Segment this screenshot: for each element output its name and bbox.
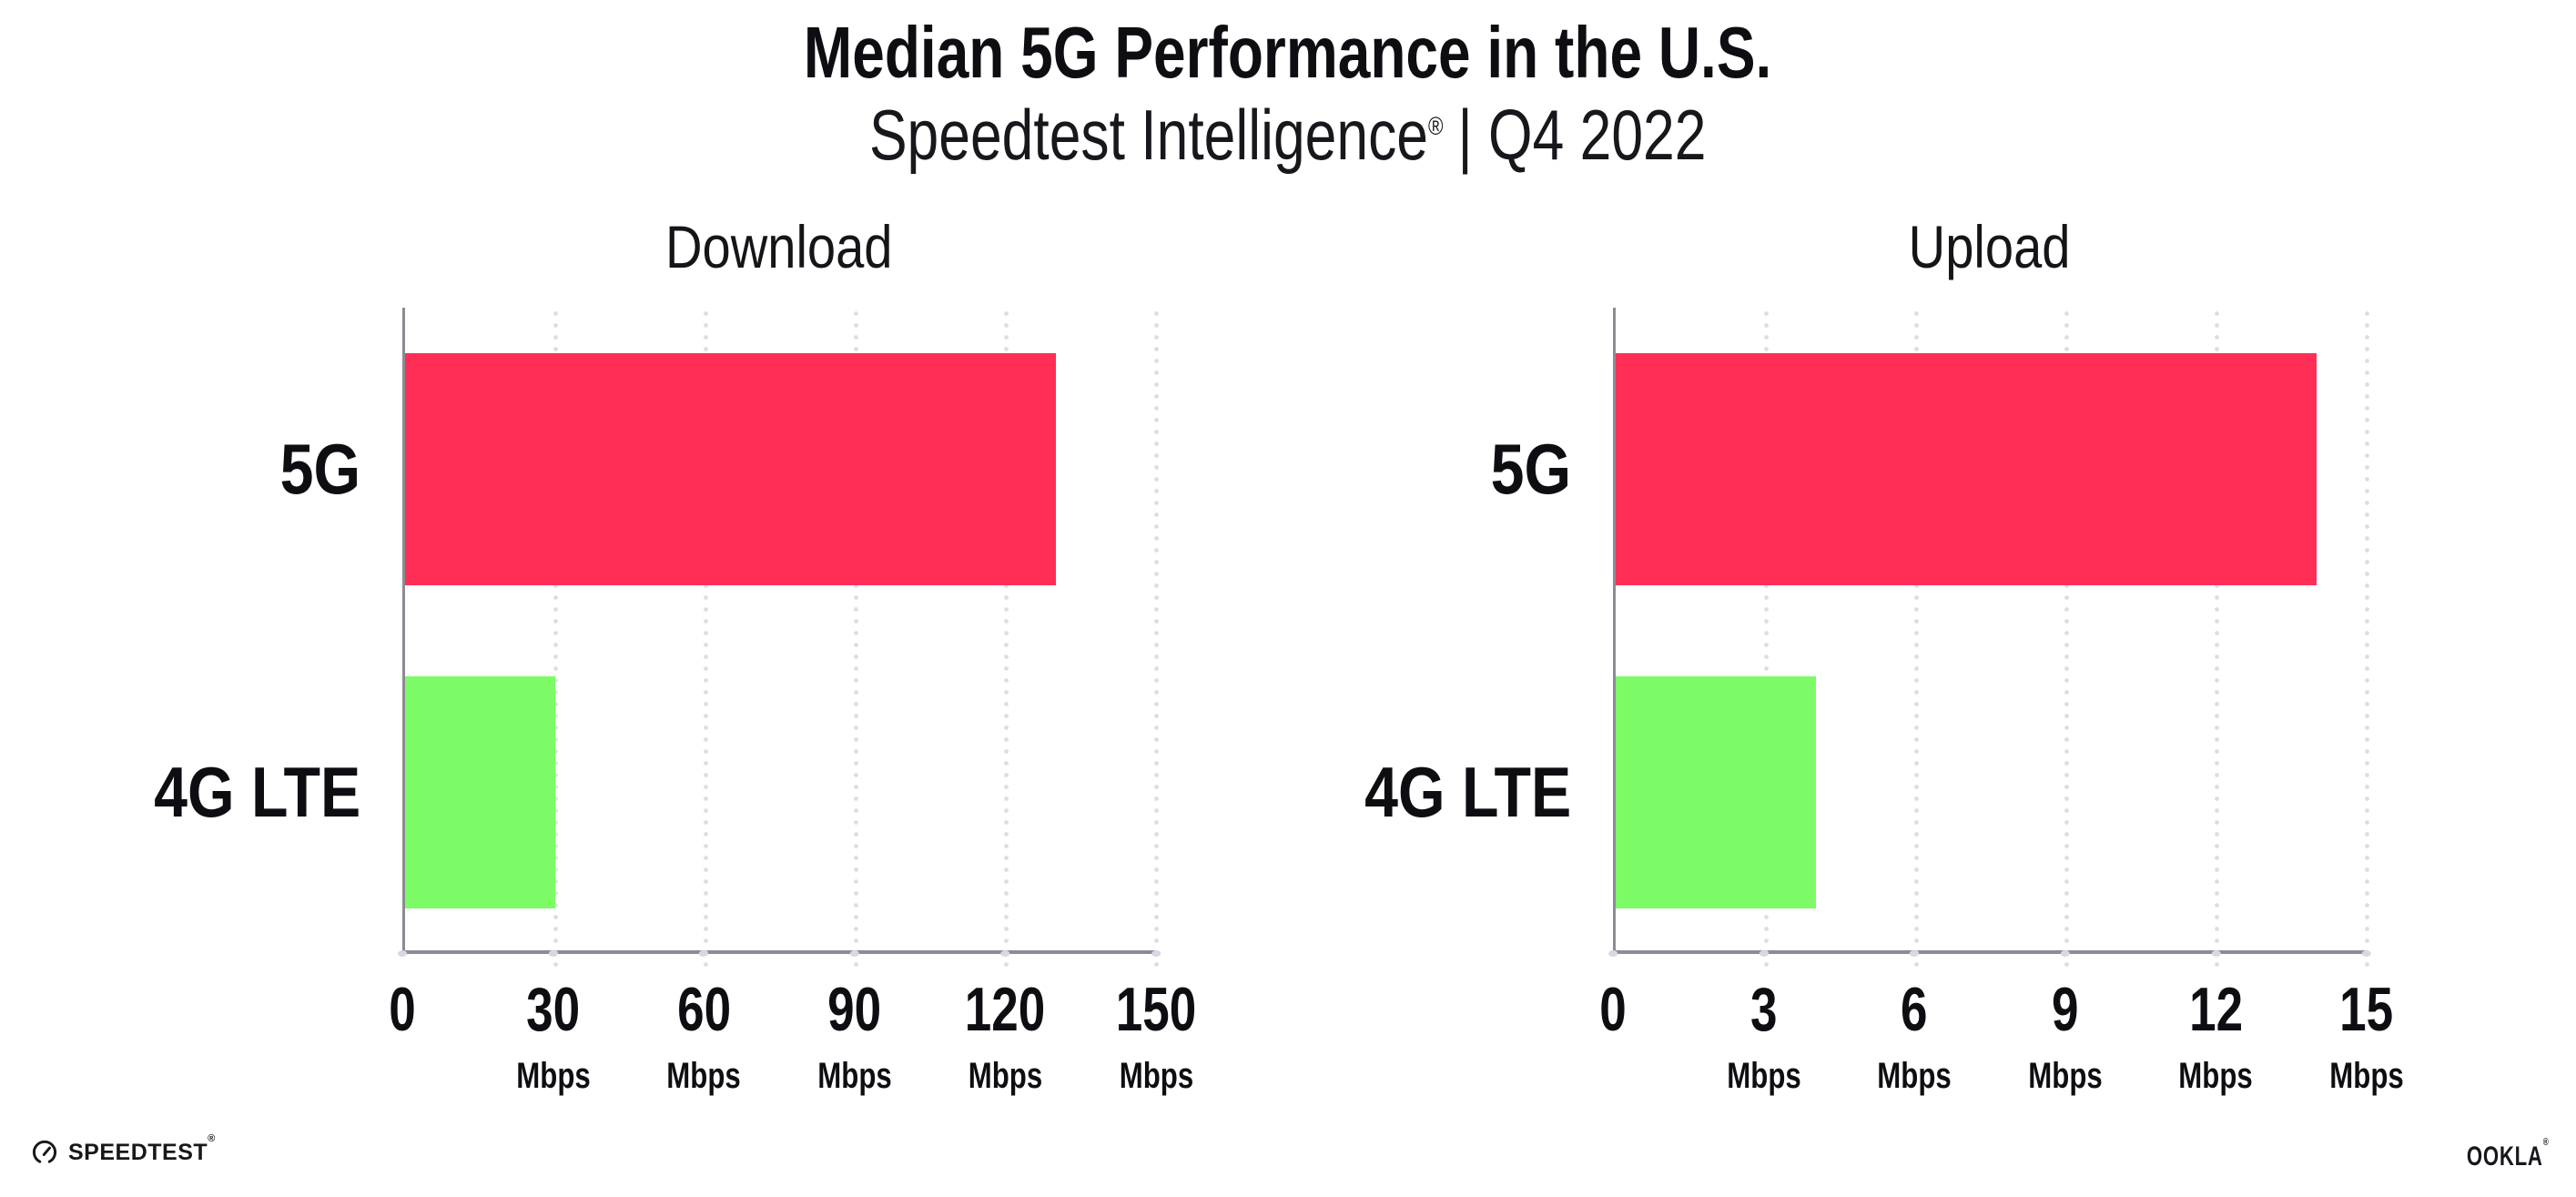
page-title: Median 5G Performance in the U.S. — [0, 15, 2576, 91]
gridline-15 — [2365, 308, 2369, 974]
subtitle-brand: Speedtest Intelligence — [869, 95, 1429, 175]
registered-mark-icon: ® — [1428, 112, 1444, 140]
band-4g-lte — [405, 631, 1156, 954]
gridline-9 — [2064, 308, 2069, 974]
x-tick-3: 3 Mbps — [1716, 950, 1810, 1094]
category-label-4g-lte: 4G LTE — [153, 752, 360, 832]
x-tick-90: 90 Mbps — [807, 950, 902, 1094]
registered-mark-icon: ® — [2542, 1137, 2549, 1148]
x-tick-6: 6 Mbps — [1867, 950, 1962, 1094]
download-chart: Download 5G 4G LTE 0 30 Mbps — [154, 217, 1196, 1094]
speedtest-wordmark: SPEEDTEST® — [68, 1133, 216, 1166]
gridline-3 — [1764, 308, 1769, 974]
bar-5g-download — [405, 353, 1056, 585]
x-tick-60: 60 Mbps — [656, 950, 751, 1094]
x-tick-30: 30 Mbps — [505, 950, 600, 1094]
speedtest-logo: SPEEDTEST® — [32, 1133, 216, 1166]
band-4g-lte — [1616, 631, 2367, 954]
upload-plot-area — [1613, 308, 2369, 974]
page-subtitle: Speedtest Intelligence® | Q4 2022 — [0, 95, 2576, 175]
bar-5g-upload — [1616, 353, 2317, 585]
x-tick-12: 12 Mbps — [2168, 950, 2263, 1094]
page-title-text: Median 5G Performance in the U.S. — [804, 12, 1772, 93]
upload-chart: Upload 5G 4G LTE 0 3 Mbps — [1364, 217, 2404, 1094]
band-5g — [1616, 308, 2367, 631]
ookla-wordmark: OOKLA — [2466, 1141, 2543, 1172]
x-tick-0: 0 — [1596, 950, 1630, 1040]
category-label-4g-lte: 4G LTE — [1364, 752, 1571, 832]
speedtest-gauge-icon — [33, 1140, 56, 1163]
gridline-12 — [2215, 308, 2219, 974]
band-5g — [405, 308, 1156, 631]
gridline-30 — [553, 308, 558, 974]
download-chart-title: Download — [665, 213, 893, 280]
gridline-90 — [854, 308, 858, 974]
gridline-120 — [1004, 308, 1009, 974]
x-tick-0: 0 — [385, 950, 420, 1040]
bar-4g-lte-download — [405, 676, 555, 908]
category-label-5g: 5G — [279, 429, 360, 509]
ookla-logo: OOKLA® — [2438, 1138, 2549, 1172]
gridline-150 — [1154, 308, 1159, 974]
upload-chart-title: Upload — [1909, 213, 2071, 280]
subtitle-period: | Q4 2022 — [1457, 95, 1707, 175]
gridline-6 — [1914, 308, 1919, 974]
registered-mark-icon: ® — [208, 1133, 216, 1144]
x-tick-150: 150 Mbps — [1104, 950, 1207, 1094]
bar-4g-lte-upload — [1616, 676, 1816, 908]
x-tick-15: 15 Mbps — [2319, 950, 2414, 1094]
download-plot-area — [402, 308, 1159, 974]
x-tick-9: 9 Mbps — [2018, 950, 2113, 1094]
category-label-5g: 5G — [1490, 429, 1571, 509]
x-tick-120: 120 Mbps — [954, 950, 1057, 1094]
gridline-60 — [704, 308, 708, 974]
